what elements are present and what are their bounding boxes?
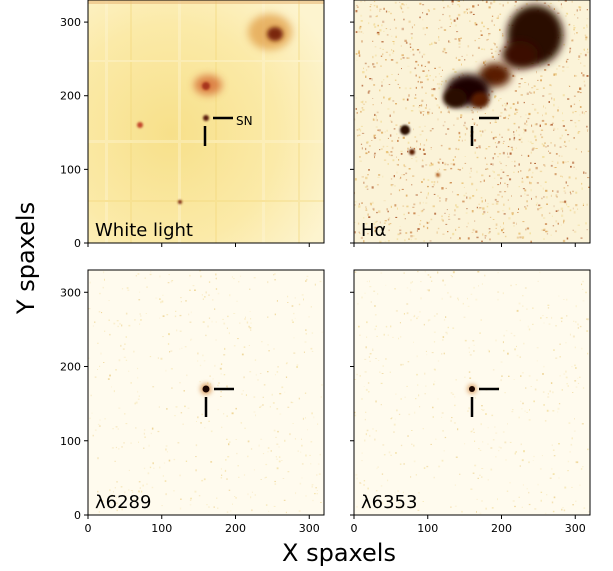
lambda6289-noise — [88, 270, 323, 514]
panel-label: λ6289 — [95, 492, 151, 513]
panel-halpha: Hα — [353, 0, 591, 244]
y-tick-label: 0 — [74, 509, 81, 522]
sn-core — [469, 386, 475, 392]
lambda6353-noise — [354, 270, 590, 515]
sn-label: SN — [236, 114, 253, 128]
y-tick-label: 200 — [60, 361, 81, 374]
y-tick-label: 100 — [60, 435, 81, 448]
sn-core — [202, 385, 210, 393]
y-tick-label: 0 — [74, 237, 81, 250]
x-tick-label: 200 — [491, 522, 512, 535]
x-tick-label: 300 — [299, 522, 320, 535]
y-axis-label: Y spaxels — [12, 202, 40, 315]
panel-label: White light — [95, 220, 193, 241]
panel-white-light: SN White light — [87, 0, 325, 244]
halpha-sources — [400, 5, 563, 177]
white-light-sources — [88, 0, 324, 204]
panel-frame — [353, 0, 591, 244]
panel-frame — [87, 269, 325, 516]
x-axis-label: X spaxels — [282, 539, 396, 567]
x-tick-label: 100 — [151, 522, 172, 535]
y-tick-label: 300 — [60, 286, 81, 299]
y-tick-label: 300 — [60, 16, 81, 29]
panel-label: Hα — [361, 220, 386, 241]
x-tick-label: 100 — [417, 522, 438, 535]
x-tick-label: 200 — [225, 522, 246, 535]
panel-label: λ6353 — [361, 492, 417, 513]
halpha-noise — [354, 0, 590, 244]
panel-frame — [87, 0, 325, 244]
panel-frame — [353, 269, 591, 516]
x-tick-label: 300 — [565, 522, 586, 535]
y-tick-label: 100 — [60, 163, 81, 176]
panel-lambda-6353: λ6353 — [353, 269, 591, 516]
panel-lambda-6289: λ6289 — [87, 269, 325, 516]
axes: 0 100 200 300 0 100 200 300 0 100 200 300 0 100 200 300 — [60, 16, 586, 535]
x-tick-label: 0 — [351, 522, 358, 535]
y-tick-label: 200 — [60, 90, 81, 103]
x-tick-label: 0 — [85, 522, 92, 535]
